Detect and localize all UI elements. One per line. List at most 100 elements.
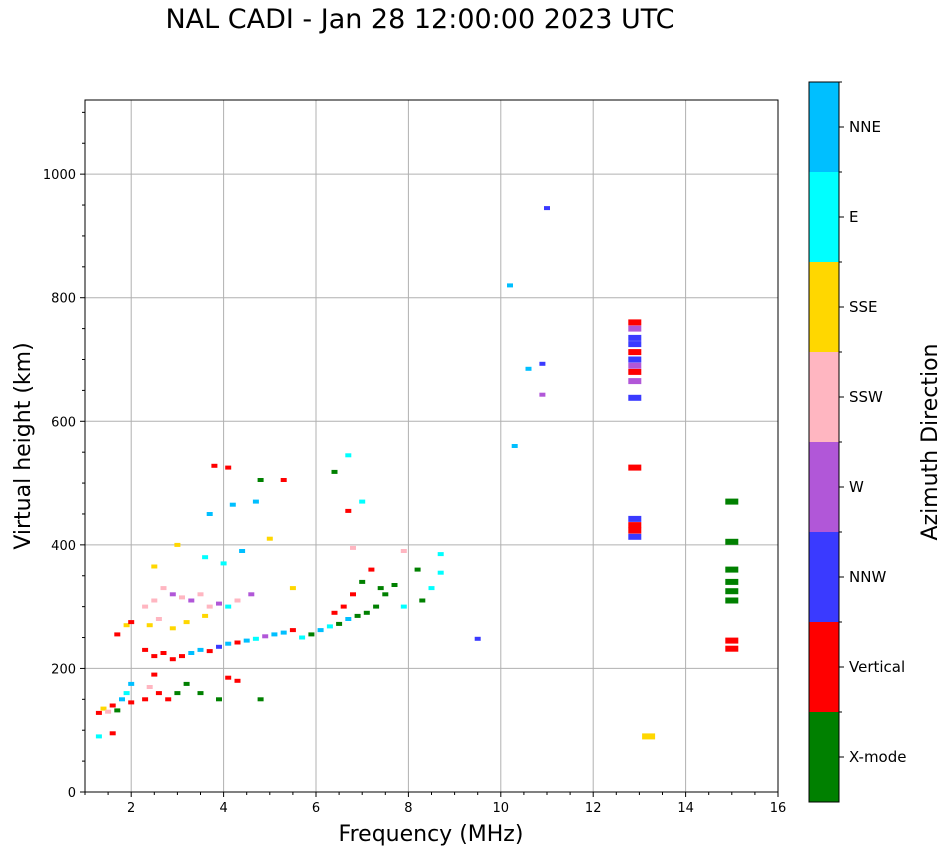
data-point-vertical	[109, 731, 116, 736]
data-point-vertical	[95, 710, 102, 715]
data-point-vertical	[225, 675, 232, 680]
data-point-ssw	[160, 586, 167, 591]
colorbar-swatch-nne	[809, 82, 839, 172]
data-point-x-mode	[359, 579, 366, 584]
colorbar-swatch-nnw	[809, 532, 839, 622]
data-point-nne	[229, 502, 236, 507]
data-point-nne	[225, 641, 232, 646]
data-point-vertical	[628, 368, 642, 375]
data-point-nne	[511, 444, 518, 448]
data-point-ssw	[155, 617, 162, 621]
data-point-w	[628, 362, 642, 369]
data-point-ssw	[234, 598, 241, 603]
data-points	[95, 206, 739, 740]
x-tick-label: 10	[493, 801, 510, 816]
data-point-nnw	[474, 636, 481, 641]
data-point-ssw	[151, 598, 158, 603]
data-point-nne	[525, 366, 532, 371]
x-tick-label: 4	[219, 801, 227, 816]
data-point-nnw	[628, 533, 642, 540]
data-point-e	[252, 636, 259, 641]
data-point-vertical	[109, 703, 116, 708]
colorbar-title: Azimuth Direction	[918, 343, 943, 540]
data-point-w	[262, 634, 269, 639]
data-point-nne	[507, 283, 513, 288]
data-point-e	[437, 570, 444, 575]
data-point-vertical	[206, 649, 213, 654]
data-point-nnw	[628, 394, 642, 401]
data-point-e	[299, 635, 306, 640]
data-point-vertical	[628, 319, 642, 326]
colorbar-label: NNW	[849, 568, 886, 586]
data-point-ssw	[206, 604, 213, 609]
colorbar-frame	[808, 81, 840, 803]
data-point-vertical	[628, 527, 642, 534]
data-point-vertical	[725, 645, 739, 652]
data-point-vertical	[114, 632, 121, 637]
colorbar-swatch-sse	[809, 262, 839, 352]
data-point-x-mode	[331, 469, 338, 474]
colorbar-swatch-ssw	[809, 352, 839, 442]
data-point-vertical	[151, 672, 158, 677]
data-point-x-mode	[419, 598, 426, 603]
y-axis-label: Virtual height (km)	[11, 342, 36, 549]
data-point-x-mode	[725, 588, 739, 595]
data-point-x-mode	[725, 578, 739, 585]
x-axis-label: Frequency (MHz)	[339, 822, 524, 847]
data-point-x-mode	[725, 498, 739, 505]
y-tick-label: 600	[51, 415, 76, 430]
data-point-vertical	[280, 478, 287, 482]
data-point-vertical	[345, 508, 352, 513]
colorbar-swatch-vertical	[809, 622, 839, 712]
data-point-nne	[317, 628, 324, 633]
data-point-vertical	[179, 654, 185, 659]
data-point-vertical	[725, 637, 739, 644]
data-point-sse	[266, 536, 273, 541]
data-point-vertical	[169, 657, 176, 662]
colorbar-label: W	[849, 478, 864, 496]
data-point-x-mode	[216, 697, 222, 702]
data-point-vertical	[151, 654, 158, 659]
data-point-e	[220, 561, 227, 566]
data-point-x-mode	[391, 583, 398, 587]
data-point-x-mode	[363, 610, 370, 615]
data-point-x-mode	[308, 632, 315, 637]
data-point-vertical	[128, 620, 135, 625]
data-point-nnw	[216, 644, 222, 649]
data-point-ssw	[179, 595, 185, 600]
data-point-sse	[202, 613, 209, 618]
data-point-x-mode	[174, 691, 181, 696]
colorbar-swatch-x-mode	[809, 712, 839, 802]
data-point-vertical	[225, 465, 232, 470]
data-point-w	[628, 378, 642, 385]
data-point-ssw	[350, 545, 356, 550]
data-point-nnw	[628, 334, 642, 341]
y-tick-label: 800	[51, 292, 76, 307]
data-point-e	[202, 555, 209, 560]
data-point-x-mode	[257, 697, 264, 702]
y-tick-label: 400	[51, 539, 76, 554]
data-point-nnw	[544, 206, 550, 211]
data-point-nne	[128, 681, 135, 686]
data-point-vertical	[211, 463, 218, 468]
colorbar-label: SSE	[849, 298, 878, 316]
data-point-e	[400, 604, 407, 609]
data-point-sse	[174, 542, 181, 547]
colorbar-swatch-w	[809, 442, 839, 532]
data-point-x-mode	[373, 604, 380, 609]
data-point-x-mode	[725, 538, 739, 545]
data-point-x-mode	[197, 691, 204, 696]
data-point-ssw	[400, 549, 407, 553]
data-point-sse	[151, 564, 158, 569]
data-point-w	[628, 325, 642, 332]
data-point-nne	[271, 632, 278, 637]
data-point-vertical	[142, 697, 149, 702]
data-point-x-mode	[725, 566, 739, 573]
data-point-vertical	[331, 610, 338, 615]
x-tick-label: 6	[312, 801, 320, 816]
colorbar-label: X-mode	[849, 748, 906, 766]
colorbar-label: SSW	[849, 388, 883, 406]
colorbar: X-mode Vertical NNW W SSW SSE E NNE	[808, 81, 906, 803]
data-point-nne	[345, 617, 352, 621]
data-point-nne	[239, 549, 246, 553]
